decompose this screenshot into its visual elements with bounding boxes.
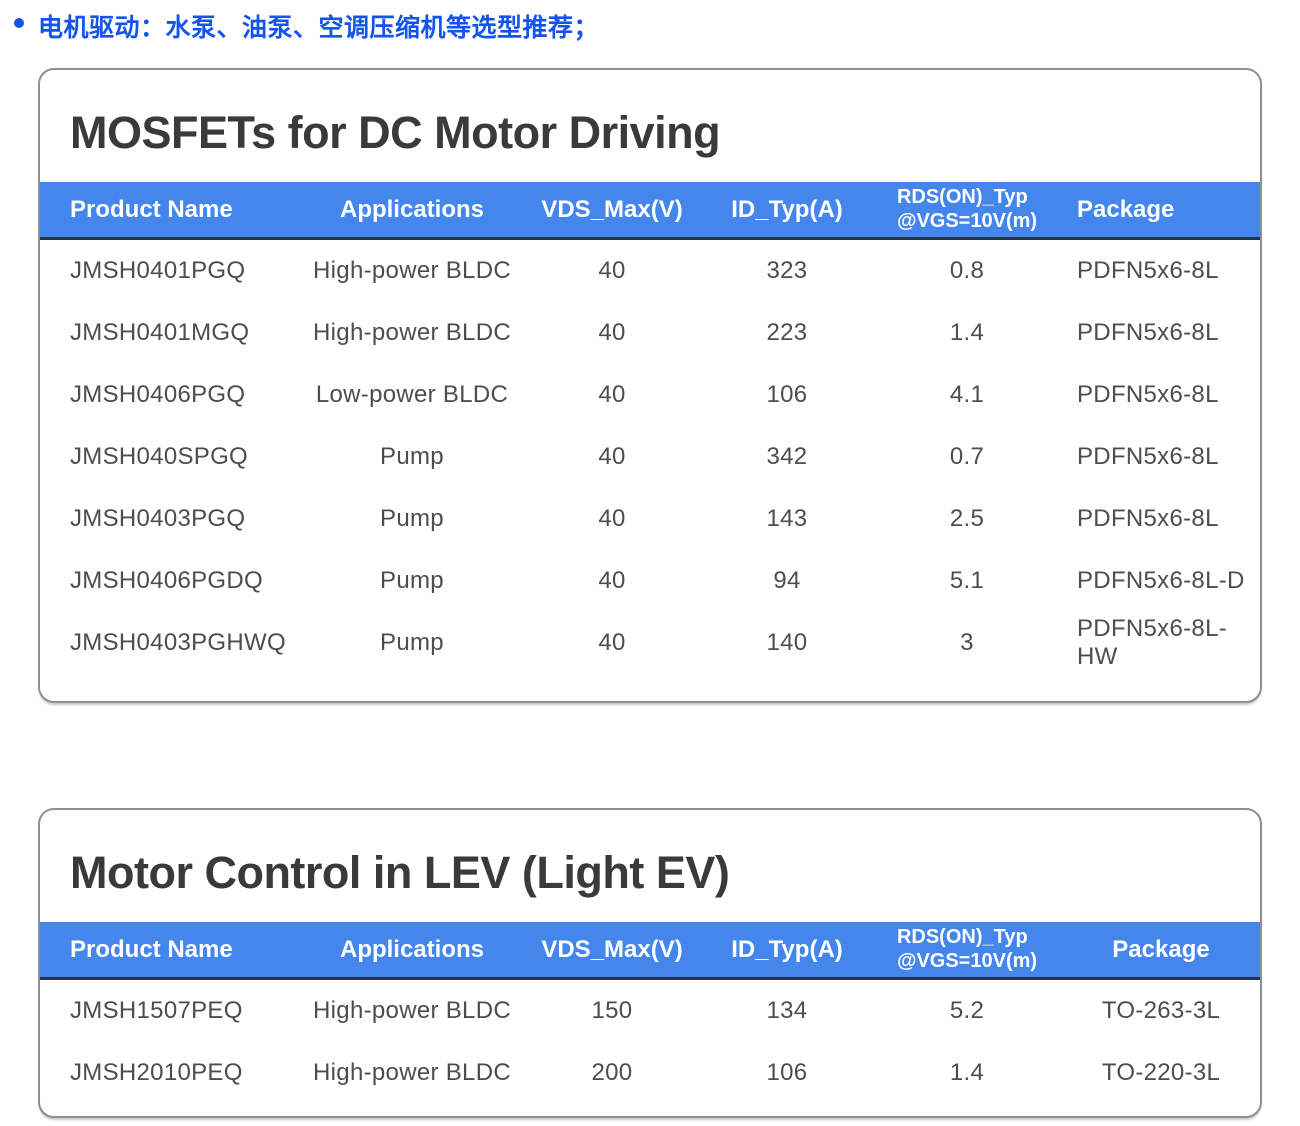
cell-product-name: JMSH0403PGQ [70, 505, 246, 532]
column-header-vds-max: VDS_Max(V) [541, 935, 683, 963]
cell-package: PDFN5x6-8L [1077, 381, 1219, 408]
column-header-applications: Applications [339, 195, 484, 223]
rds-line1: RDS(ON)_Typ [896, 926, 1028, 948]
column-header-id-typ: ID_Typ(A) [731, 195, 843, 223]
table-row: JMSH1507PEQ High-power BLDC 150 134 5.2 … [40, 980, 1260, 1042]
cell-vds-max: 40 [598, 257, 626, 284]
cell-vds-max: 200 [591, 1059, 633, 1086]
cell-application: High-power BLDC [313, 1059, 511, 1086]
cell-vds-max: 40 [598, 319, 626, 346]
column-header-vds-max: VDS_Max(V) [541, 195, 683, 223]
cell-application: Low-power BLDC [315, 381, 509, 408]
bullet-line: 电机驱动：水泵、油泵、空调压缩机等选型推荐； [0, 0, 1300, 44]
cell-rds-on: 1.4 [949, 319, 985, 346]
rds-line2: @VGS=10V(m) [896, 210, 1038, 232]
column-header-applications: Applications [339, 935, 484, 963]
cell-vds-max: 40 [598, 443, 626, 470]
column-header-rds-on: RDS(ON)_Typ @VGS=10V(m) [872, 185, 1062, 234]
cell-rds-on: 1.4 [949, 1059, 985, 1086]
column-header-package: Package [1077, 195, 1175, 223]
card-motor-control-lev: Motor Control in LEV (Light EV) Product … [38, 808, 1262, 1118]
cell-package: PDFN5x6-8L [1077, 257, 1219, 284]
cell-application: High-power BLDC [313, 319, 511, 346]
cell-rds-on: 0.8 [949, 257, 985, 284]
cell-id-typ: 134 [766, 997, 808, 1024]
rds-line2: @VGS=10V(m) [896, 950, 1038, 972]
cell-product-name: JMSH1507PEQ [70, 997, 243, 1024]
cell-product-name: JMSH0403PGHWQ [70, 629, 286, 656]
table-row: JMSH0406PGQ Low-power BLDC 40 106 4.1 PD… [40, 364, 1260, 426]
cell-application: High-power BLDC [313, 997, 511, 1024]
cell-package: PDFN5x6-8L [1077, 443, 1219, 470]
table-row: JMSH2010PEQ High-power BLDC 200 106 1.4 … [40, 1042, 1260, 1104]
cell-id-typ: 106 [766, 381, 808, 408]
table1-title: MOSFETs for DC Motor Driving [70, 107, 721, 158]
cell-id-typ: 342 [766, 443, 808, 470]
cell-package: PDFN5x6-8L-D [1077, 567, 1245, 594]
cell-application: High-power BLDC [313, 257, 511, 284]
cell-product-name: JMSH040SPGQ [70, 443, 249, 470]
cell-product-name: JMSH0401MGQ [70, 319, 250, 346]
column-header-rds-on: RDS(ON)_Typ @VGS=10V(m) [872, 925, 1062, 974]
bullet-icon [14, 18, 24, 28]
table2-header-row: Product Name Applications VDS_Max(V) ID_… [40, 922, 1260, 980]
cell-vds-max: 40 [598, 381, 626, 408]
table-row: JMSH0403PGHWQ Pump 40 140 3 PDFN5x6-8L-H… [40, 612, 1260, 674]
table2-title: Motor Control in LEV (Light EV) [70, 847, 730, 898]
cell-product-name: JMSH0406PGQ [70, 381, 246, 408]
card-dc-motor-driving: MOSFETs for DC Motor Driving Product Nam… [38, 68, 1262, 703]
table-row: JMSH0403PGQ Pump 40 143 2.5 PDFN5x6-8L [40, 488, 1260, 550]
cell-product-name: JMSH0401PGQ [70, 257, 246, 284]
bullet-text: 电机驱动：水泵、油泵、空调压缩机等选型推荐； [38, 14, 600, 42]
cell-vds-max: 40 [598, 567, 626, 594]
cell-rds-on: 2.5 [949, 505, 985, 532]
cell-package: PDFN5x6-8L-HW [1077, 615, 1228, 670]
column-header-product-name: Product Name [70, 935, 233, 963]
rds-line1: RDS(ON)_Typ [896, 186, 1028, 208]
column-header-package: Package [1112, 935, 1210, 963]
column-header-id-typ: ID_Typ(A) [731, 935, 843, 963]
cell-product-name: JMSH0406PGDQ [70, 567, 263, 594]
column-header-product-name: Product Name [70, 195, 233, 223]
table-row: JMSH0401MGQ High-power BLDC 40 223 1.4 P… [40, 302, 1260, 364]
cell-id-typ: 140 [766, 629, 808, 656]
cell-rds-on: 0.7 [949, 443, 985, 470]
cell-id-typ: 143 [766, 505, 808, 532]
table1-header-row: Product Name Applications VDS_Max(V) ID_… [40, 182, 1260, 240]
cell-id-typ: 223 [766, 319, 808, 346]
cell-package: TO-263-3L [1101, 997, 1221, 1024]
cell-rds-on: 4.1 [949, 381, 985, 408]
cell-rds-on: 5.2 [949, 997, 985, 1024]
cell-id-typ: 323 [766, 257, 808, 284]
cell-rds-on: 3 [960, 629, 974, 656]
cell-package: PDFN5x6-8L [1077, 505, 1219, 532]
cell-vds-max: 150 [591, 997, 633, 1024]
cell-rds-on: 5.1 [949, 567, 985, 594]
cell-vds-max: 40 [598, 505, 626, 532]
cell-application: Pump [380, 567, 444, 594]
table-row: JMSH040SPGQ Pump 40 342 0.7 PDFN5x6-8L [40, 426, 1260, 488]
cell-application: Pump [380, 629, 444, 656]
cell-id-typ: 94 [773, 567, 801, 594]
cell-product-name: JMSH2010PEQ [70, 1059, 243, 1086]
cell-package: TO-220-3L [1101, 1059, 1221, 1086]
cell-package: PDFN5x6-8L [1077, 319, 1219, 346]
cell-vds-max: 40 [598, 629, 626, 656]
cell-id-typ: 106 [766, 1059, 808, 1086]
table-row: JMSH0401PGQ High-power BLDC 40 323 0.8 P… [40, 240, 1260, 302]
table-row: JMSH0406PGDQ Pump 40 94 5.1 PDFN5x6-8L-D [40, 550, 1260, 612]
cell-application: Pump [380, 443, 444, 470]
cell-application: Pump [380, 505, 444, 532]
